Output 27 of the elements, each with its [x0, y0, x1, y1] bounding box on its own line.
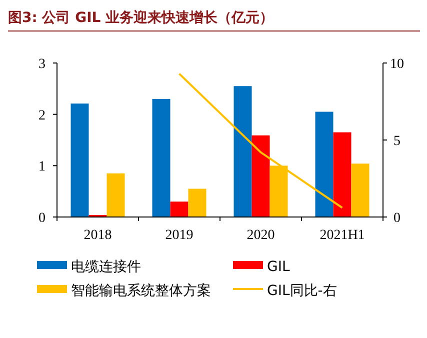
y-tick-label: 2 — [38, 108, 46, 124]
legend-label: GIL同比-右 — [267, 283, 337, 299]
y-tick-label: 3 — [38, 57, 46, 72]
legend-label: 智能输电系统整体方案 — [71, 282, 211, 299]
bar — [234, 86, 252, 217]
bar — [106, 173, 125, 217]
bar — [270, 166, 288, 217]
x-tick-label: 2021H1 — [320, 228, 365, 243]
y2-tick-label: 0 — [394, 211, 400, 226]
bar — [351, 164, 370, 217]
y-tick-label: 1 — [38, 160, 46, 175]
x-tick-label: 2019 — [165, 228, 194, 243]
bar — [188, 188, 206, 217]
bar — [333, 132, 352, 217]
x-tick-label: 2018 — [84, 228, 112, 243]
bar — [252, 135, 270, 217]
bar — [152, 98, 170, 217]
y2-tick-label: 10 — [390, 57, 404, 72]
chart-title: 图3: 公司 GIL 业务迎来快速增长（亿元） — [8, 9, 274, 26]
bar — [70, 104, 89, 217]
bar — [315, 112, 334, 217]
y2-tick-label: 5 — [394, 134, 400, 149]
x-tick-label: 2020 — [246, 228, 275, 243]
legend-label: 电缆连接件 — [71, 259, 141, 275]
y-tick-label: 0 — [38, 211, 46, 226]
bar — [170, 202, 188, 217]
legend-label: GIL — [267, 259, 290, 275]
